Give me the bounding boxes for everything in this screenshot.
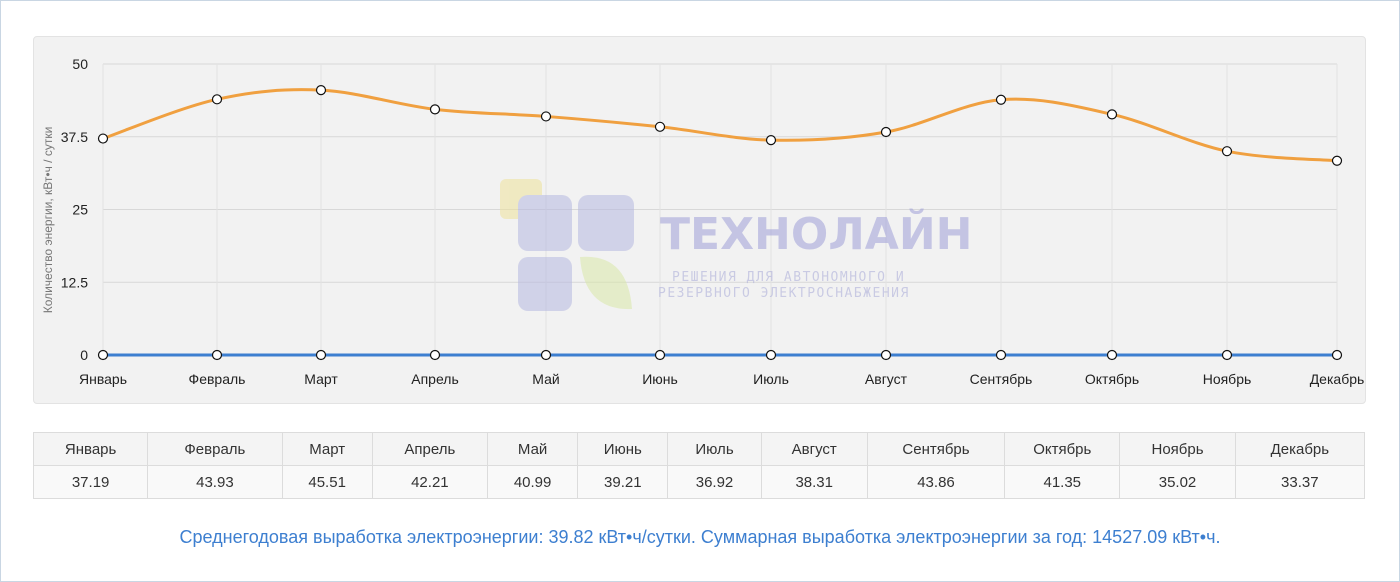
data-point	[765, 135, 777, 146]
table-cell: 40.99	[486, 465, 579, 499]
data-point	[315, 349, 327, 361]
data-point	[765, 349, 777, 361]
y-tick-label: 25	[72, 202, 88, 218]
data-point	[97, 133, 109, 144]
table-header-cell: Сентябрь	[866, 432, 1006, 466]
data-point	[1331, 349, 1343, 361]
data-point	[429, 349, 441, 361]
data-point	[1106, 349, 1118, 361]
table-cell: 35.02	[1119, 465, 1236, 499]
data-point	[1221, 349, 1233, 361]
data-point	[211, 94, 223, 105]
y-tick-label: 12.5	[61, 274, 88, 290]
x-tick-label: Июнь	[642, 371, 678, 387]
logo-tagline-2: РЕЗЕРВНОГО ЭЛЕКТРОСНАБЖЕНИЯ	[658, 286, 910, 301]
data-point	[315, 85, 327, 96]
table-header-cell: Октябрь	[1004, 432, 1121, 466]
table-cell: 43.86	[866, 465, 1006, 499]
series-line-energy	[102, 88, 1338, 163]
table-header-cell: Июнь	[577, 432, 669, 466]
x-tick-label: Октябрь	[1085, 371, 1139, 387]
data-point	[654, 121, 666, 132]
data-point	[1106, 109, 1118, 120]
data-point	[880, 126, 892, 138]
logo-tagline-1: РЕШЕНИЯ ДЛЯ АВТОНОМНОГО И	[672, 270, 905, 285]
data-point	[880, 349, 892, 361]
x-tick-label: Август	[865, 371, 908, 387]
table-header-cell: Ноябрь	[1119, 432, 1236, 466]
y-tick-label: 0	[80, 347, 88, 363]
x-tick-label: Апрель	[411, 371, 459, 387]
data-point	[540, 349, 552, 361]
x-tick-label: Май	[532, 371, 559, 387]
data-point	[995, 94, 1007, 105]
table-cell: 41.35	[1004, 465, 1121, 499]
table-cell: 36.92	[667, 465, 762, 499]
data-point	[995, 349, 1007, 361]
y-tick-label: 37.5	[61, 129, 88, 145]
x-tick-label: Ноябрь	[1203, 371, 1252, 387]
y-axis-label: Количество энергии, кВт•ч / сутки	[41, 127, 55, 314]
data-point	[211, 349, 223, 361]
table-header-cell: Август	[760, 432, 868, 466]
table-header-cell: Декабрь	[1234, 432, 1366, 466]
data-point	[1331, 155, 1343, 166]
company-logo: ТЕХНОЛАЙН РЕШЕНИЯ ДЛЯ АВТОНОМНОГО И РЕЗЕ…	[500, 179, 972, 311]
table-cell: 39.21	[577, 465, 669, 499]
x-tick-label: Февраль	[189, 371, 246, 387]
x-tick-label: Сентябрь	[970, 371, 1033, 387]
x-tick-label: Март	[304, 371, 338, 387]
table-header-cell: Март	[281, 432, 373, 466]
table-cell: 38.31	[760, 465, 868, 499]
table-cell: 33.37	[1234, 465, 1366, 499]
table-cell: 45.51	[281, 465, 373, 499]
table-row: 37.19 43.93 45.51 42.21 40.99 39.21 36.92 38.31…	[32, 465, 1366, 499]
table-header-cell: Июль	[667, 432, 762, 466]
data-point	[97, 349, 109, 361]
y-tick-label: 50	[72, 56, 88, 72]
table-cell: 42.21	[371, 465, 489, 499]
x-tick-label: Январь	[79, 371, 127, 387]
energy-chart: 0 12.5 25 37.5 50 Январь Февраль Март Апрель Май И…	[41, 56, 1365, 387]
annual-summary: Среднегодовая выработка электроэнергии: …	[179, 527, 1221, 547]
x-tick-label: Декабрь	[1310, 371, 1365, 387]
data-point	[1221, 146, 1233, 157]
monthly-table: Январь Февраль Март Апрель Май Июнь Июль Август…	[32, 432, 1366, 499]
data-point	[654, 349, 666, 361]
x-tick-label: Июль	[753, 371, 789, 387]
data-point	[429, 104, 441, 115]
table-header-cell: Февраль	[147, 432, 283, 466]
logo-brand: ТЕХНОЛАЙН	[660, 207, 972, 260]
data-point	[540, 111, 552, 122]
chart-panel: 0 12.5 25 37.5 50 Январь Февраль Март Апрель Май И…	[33, 36, 1366, 404]
table-header-cell: Май	[486, 432, 579, 466]
table-header-cell: Январь	[32, 432, 149, 466]
table-header-cell: Апрель	[371, 432, 489, 466]
table-cell: 37.19	[32, 465, 149, 499]
table-cell: 43.93	[147, 465, 283, 499]
table-header-row: Январь Февраль Март Апрель Май Июнь Июль Август…	[32, 432, 1366, 466]
